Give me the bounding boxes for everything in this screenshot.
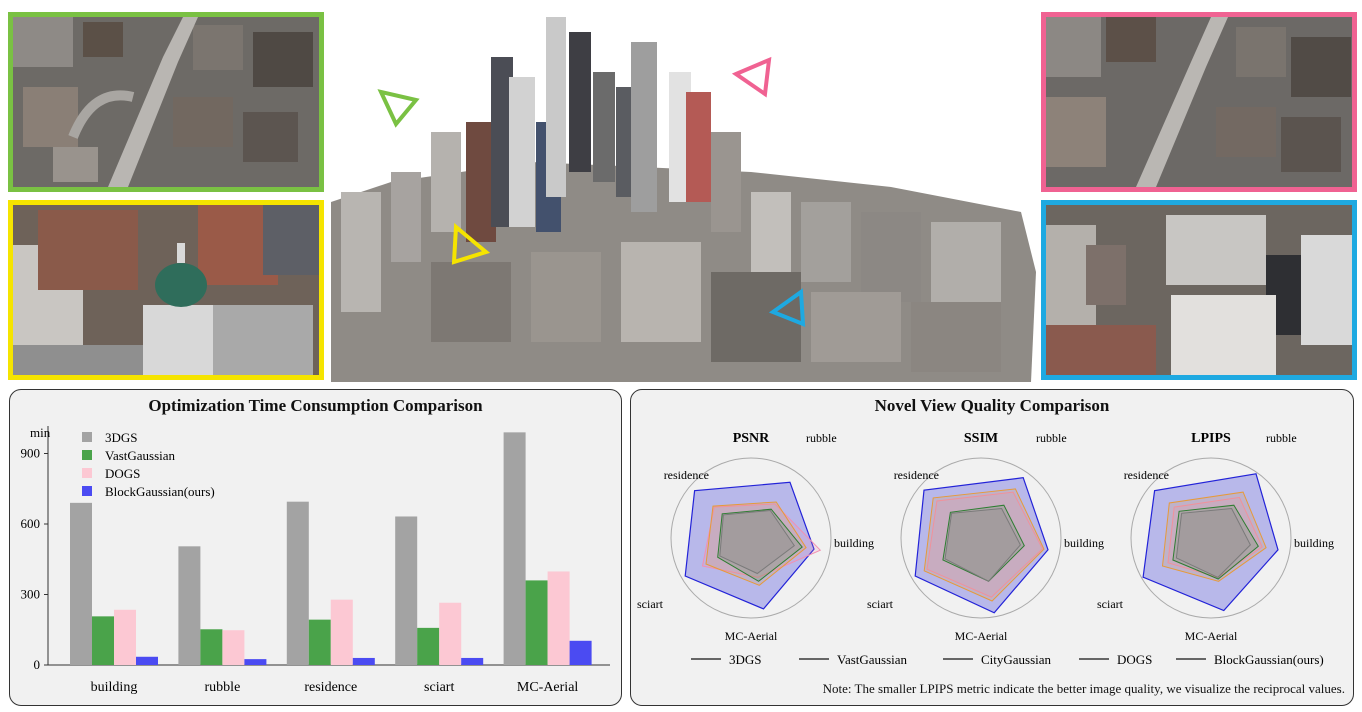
radar-axis-label-building: building [1294, 536, 1334, 550]
city-image-dome-yellow [13, 205, 319, 375]
bar-BlockGaussian(ours)-rubble [244, 659, 267, 665]
city-reconstruction-image [331, 17, 1036, 382]
x-tick-label: rubble [205, 680, 241, 695]
radar-legend-label: DOGS [1117, 652, 1152, 667]
photo-center-reconstruction [331, 12, 1036, 382]
bar-BlockGaussian(ours)-sciart [461, 657, 484, 665]
radar-axis-label-sciart: sciart [867, 597, 894, 611]
radar-series-BlockGaussian(ours) [914, 477, 1049, 614]
radar-series-3DGS [719, 509, 795, 575]
bar-DOGS-rubble [222, 630, 245, 665]
photo-top-right [1041, 12, 1357, 192]
bar-VastGaussian-MC-Aerial [525, 580, 548, 665]
radar-axis-label-MC-Aerial: MC-Aerial [955, 629, 1008, 643]
radar-title-PSNR: PSNR [733, 431, 770, 446]
radar-series-3DGS [944, 507, 1022, 582]
radar-axis-label-rubble: rubble [1266, 431, 1297, 445]
y-tick-label: 900 [21, 446, 41, 461]
bar-BlockGaussian(ours)-residence [352, 657, 375, 665]
bar-DOGS-MC-Aerial [547, 571, 570, 665]
radar-title-LPIPS: LPIPS [1191, 431, 1231, 446]
radar-series-CityGaussian [1161, 491, 1267, 582]
bar-VastGaussian-rubble [200, 629, 223, 665]
radar-axis-label-MC-Aerial: MC-Aerial [1185, 629, 1238, 643]
photo-top-left [8, 12, 324, 192]
bar-3DGS-residence [286, 501, 309, 665]
radar-legend-label: CityGaussian [981, 652, 1052, 667]
photo-bottom-right [1041, 200, 1357, 380]
bar-3DGS-building [70, 502, 92, 665]
y-tick-label: 300 [21, 587, 41, 602]
legend-swatch-BlockGaussian(ours) [82, 486, 92, 496]
bar-BlockGaussian(ours)-MC-Aerial [569, 640, 592, 665]
legend-label: DOGS [105, 466, 140, 481]
radar-series-DOGS [701, 503, 822, 578]
radar-title-SSIM: SSIM [964, 431, 998, 446]
radar-chart-title: Novel View Quality Comparison [874, 396, 1110, 415]
radar-grid-circle [1130, 457, 1292, 619]
radar-charts: PSNR rubble building MC-Aerial sciart residen… [637, 431, 1334, 667]
radar-axis-label-rubble: rubble [806, 431, 837, 445]
bar-DOGS-sciart [439, 602, 462, 665]
bar-3DGS-sciart [395, 516, 418, 665]
bar-3DGS-rubble [178, 546, 201, 665]
bar-VastGaussian-building [92, 616, 114, 665]
city-image-highway-pink [1046, 17, 1352, 187]
radar-grid-circle [670, 457, 832, 619]
x-tick-label: residence [304, 680, 357, 695]
legend-label: BlockGaussian(ours) [105, 484, 215, 499]
lpips-note: Note: The smaller LPIPS metric indicate … [822, 681, 1345, 696]
radar-series-VastGaussian [942, 504, 1025, 582]
radar-axis-label-building: building [834, 536, 874, 550]
city-image-rooftop-blue [1046, 205, 1352, 375]
radar-axis-label-residence: residence [894, 468, 939, 482]
radar-series-VastGaussian [1172, 504, 1259, 580]
radar-grid-circle [900, 457, 1062, 619]
bar-3DGS-MC-Aerial [503, 432, 526, 665]
radar-series-BlockGaussian(ours) [684, 481, 815, 610]
legend-swatch-VastGaussian [82, 450, 92, 460]
radar-legend-label: VastGaussian [837, 652, 908, 667]
radar-series-CityGaussian [923, 488, 1045, 602]
bar-DOGS-residence [330, 599, 353, 665]
y-tick-label: 0 [34, 657, 41, 672]
bar-VastGaussian-residence [308, 619, 331, 665]
x-tick-label: building [91, 680, 138, 695]
y-axis-label: min [30, 425, 51, 440]
radar-series-DOGS [926, 491, 1044, 598]
time-comparison-panel: Optimization Time Consumption Comparison… [9, 389, 622, 706]
radar-axis-label-sciart: sciart [1097, 597, 1124, 611]
legend-label: 3DGS [105, 430, 138, 445]
city-image-highway-green [13, 17, 319, 187]
radar-axis-label-building: building [1064, 536, 1104, 550]
bar-chart-title: Optimization Time Consumption Comparison [148, 396, 483, 415]
x-tick-label: MC-Aerial [517, 680, 579, 695]
legend-swatch-DOGS [82, 468, 92, 478]
photo-bottom-left [8, 200, 324, 380]
radar-series-3DGS [1175, 507, 1252, 579]
quality-comparison-panel: Novel View Quality Comparison PSNR rubble… [630, 389, 1354, 706]
radar-axis-label-MC-Aerial: MC-Aerial [725, 629, 778, 643]
radar-axis-label-sciart: sciart [637, 597, 664, 611]
y-tick-label: 600 [21, 516, 41, 531]
x-tick-label: sciart [424, 680, 454, 695]
radar-series-DOGS [1167, 496, 1263, 578]
radar-axis-label-rubble: rubble [1036, 431, 1067, 445]
radar-axis-label-residence: residence [664, 468, 709, 482]
bar-chart: min 0 300 600 900 building rubble residence scia… [21, 425, 610, 695]
radar-axis-label-residence: residence [1124, 468, 1169, 482]
legend-label: VastGaussian [105, 448, 176, 463]
legend-swatch-3DGS [82, 432, 92, 442]
bar-VastGaussian-sciart [417, 627, 440, 665]
bar-DOGS-building [114, 609, 136, 665]
radar-series-VastGaussian [717, 508, 803, 582]
radar-legend-label: 3DGS [729, 652, 762, 667]
radar-legend-label: BlockGaussian(ours) [1214, 652, 1324, 667]
bar-BlockGaussian(ours)-building [136, 656, 158, 665]
